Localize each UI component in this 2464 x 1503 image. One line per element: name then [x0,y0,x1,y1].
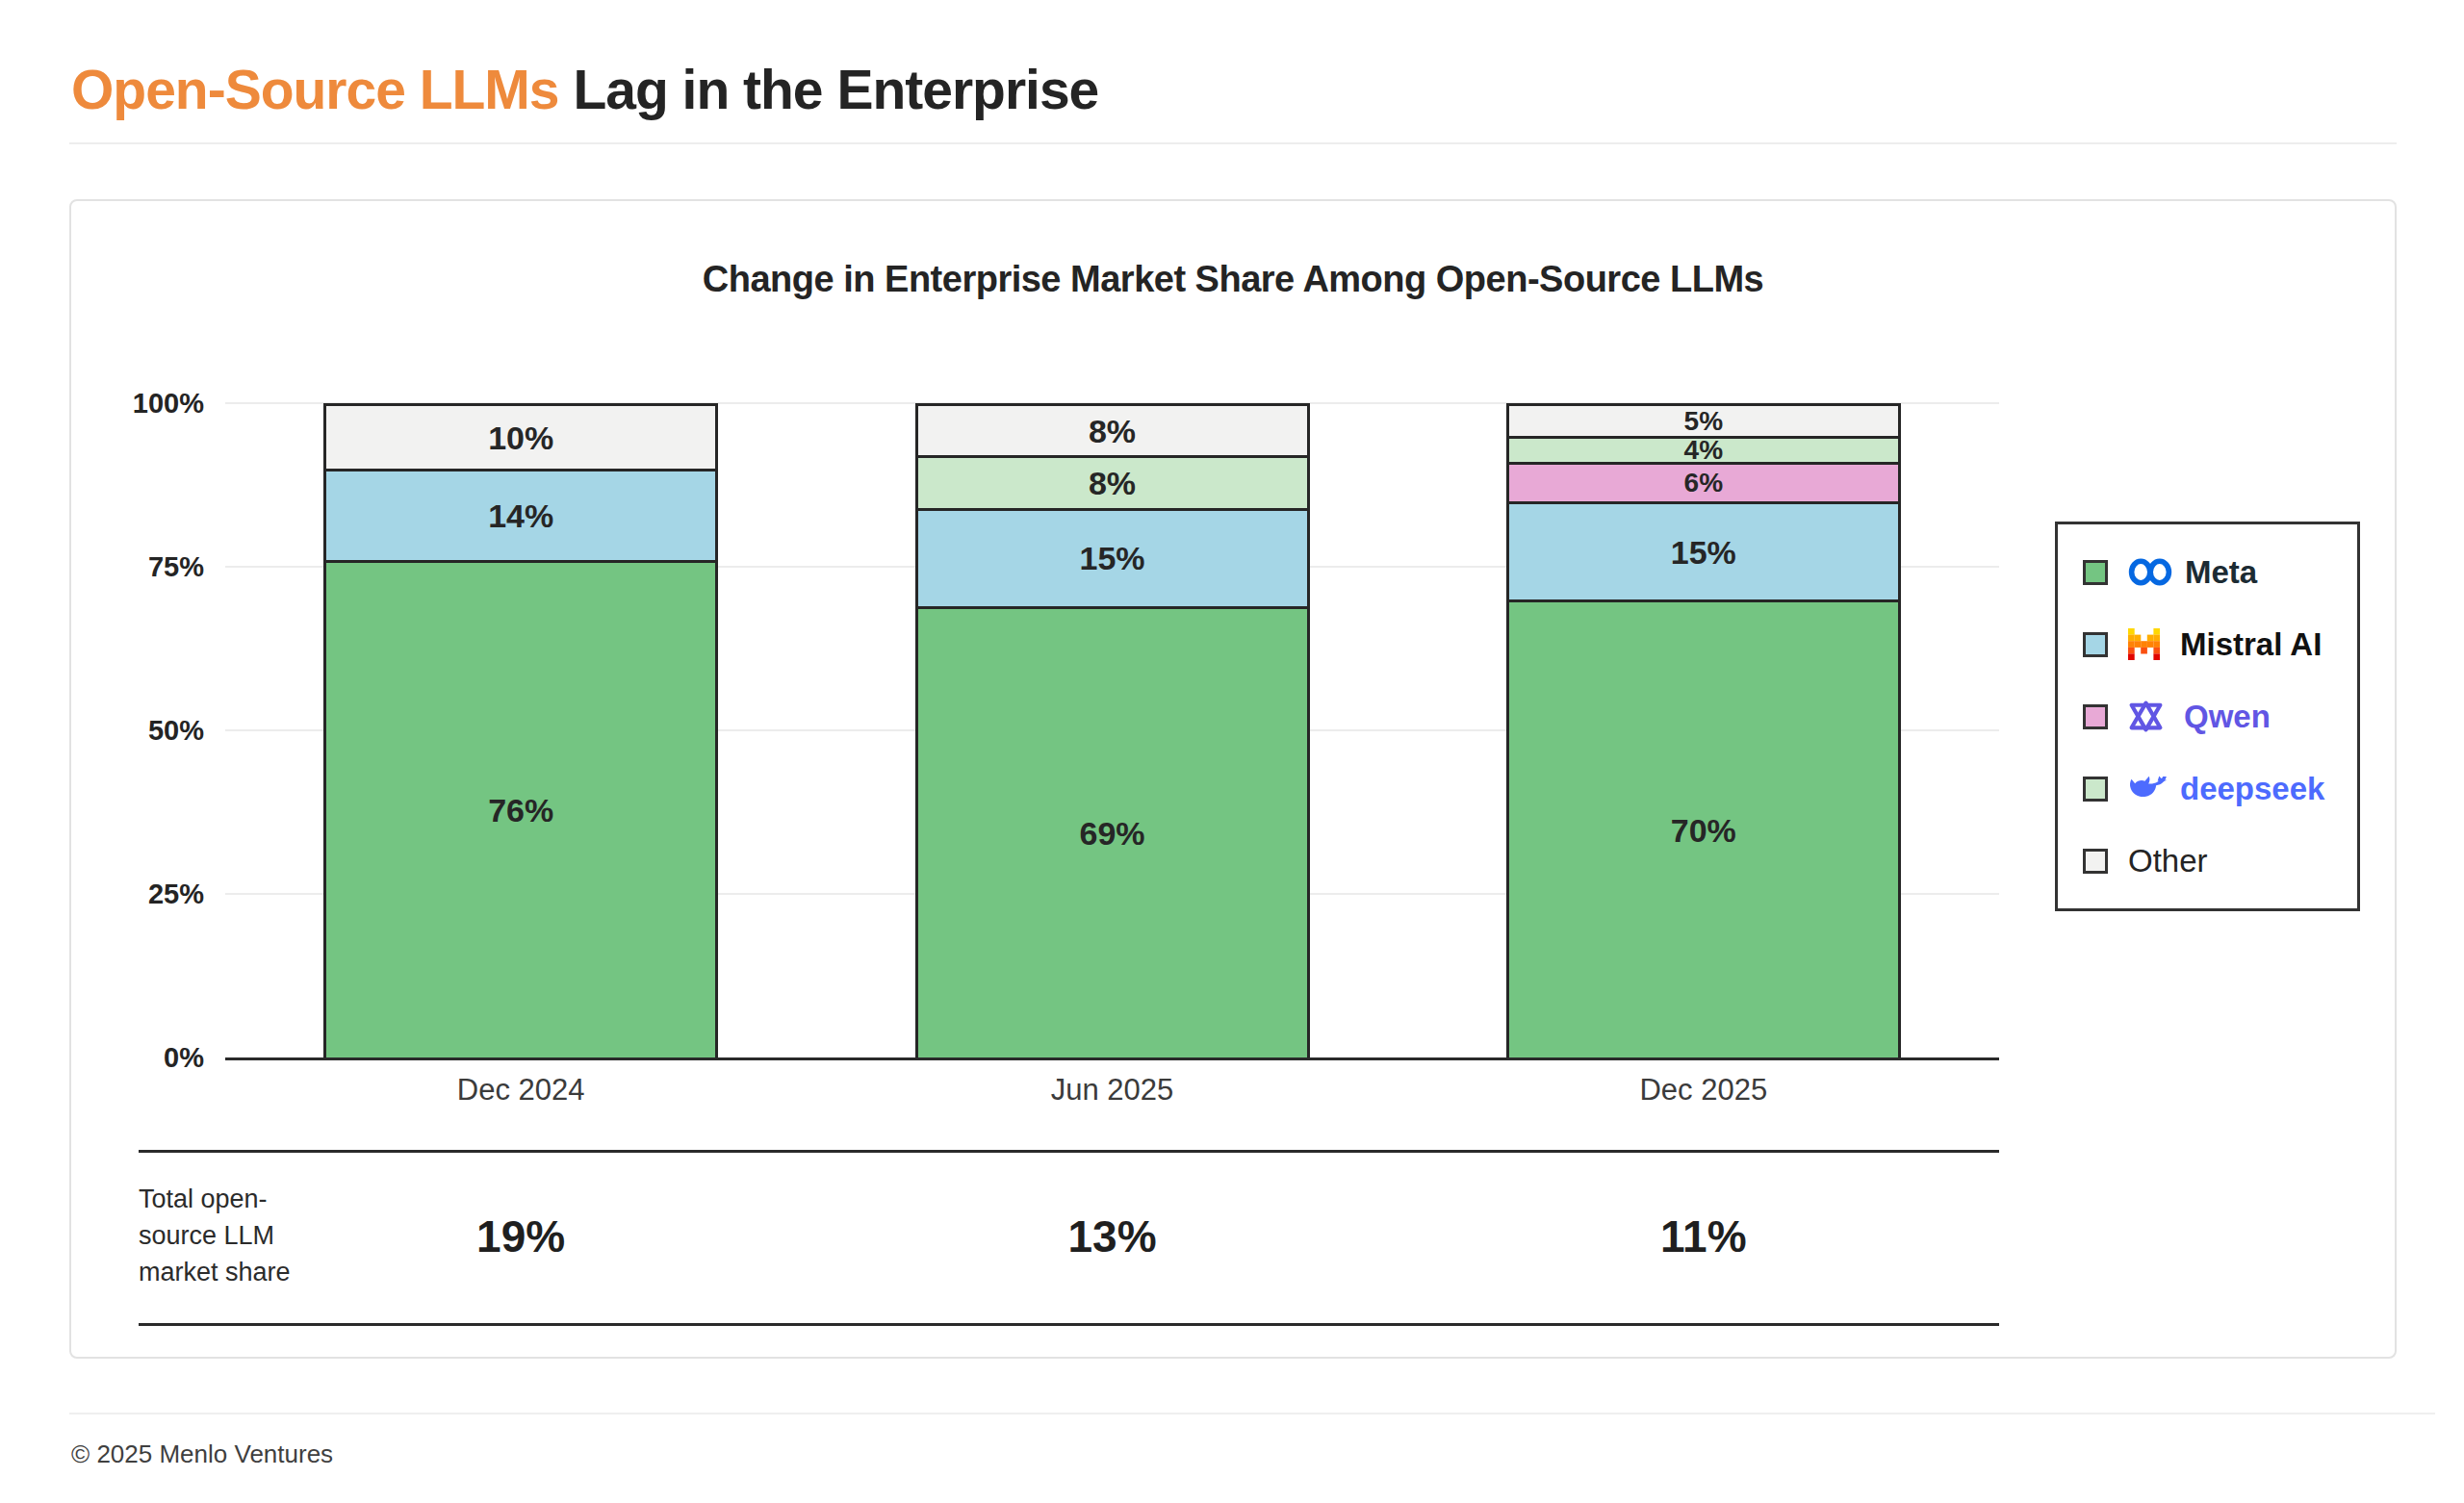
chart-title: Change in Enterprise Market Share Among … [71,259,2395,300]
segment-value-label: 5% [1684,408,1723,435]
segment-value-label: 14% [488,499,553,532]
total-share-value-dec-2025: 11% [1660,1210,1747,1262]
segment-value-label: 69% [1079,817,1144,850]
chart-legend: Meta Mistral AI Qwen deepseek Other [2055,522,2360,911]
x-axis-label-dec-2024: Dec 2024 [457,1073,585,1108]
page-title-rest: Lag in the Enterprise [559,59,1099,120]
bar-segment-meta-dec-2024: 76% [323,560,718,1057]
legend-label-qwen: Qwen [2184,699,2271,735]
legend-swatch-other [2083,849,2108,874]
bar-segment-qwen-dec-2025: 6% [1506,462,1901,501]
legend-label-deepseek: deepseek [2180,771,2324,807]
segment-value-label: 8% [1089,415,1136,447]
legend-label-meta: Meta [2185,554,2257,591]
bar-segment-mistral-ai-jun-2025: 15% [915,508,1310,606]
infographic-page: Open-Source LLMs Lag in the Enterprise C… [0,0,2464,1503]
segment-value-label: 15% [1079,542,1144,574]
bar-segment-other-dec-2025: 5% [1506,403,1901,436]
legend-item-qwen: Qwen [2058,680,2357,752]
qwen-star-icon [2128,699,2164,734]
totals-table-bottom-line [139,1323,1999,1326]
x-axis-label-jun-2025: Jun 2025 [1051,1073,1174,1108]
legend-item-meta: Meta [2058,536,2357,608]
segment-value-label: 10% [488,421,553,454]
bar-segment-deepseek-jun-2025: 8% [915,455,1310,507]
legend-swatch-qwen [2083,704,2108,729]
legend-item-deepseek: deepseek [2058,752,2357,825]
y-axis-tick-0%: 0% [79,1042,204,1074]
bar-segment-mistral-ai-dec-2024: 14% [323,469,718,560]
page-title-highlight: Open-Source LLMs [71,59,559,120]
bar-segment-other-jun-2025: 8% [915,403,1310,455]
bar-segment-meta-jun-2025: 69% [915,606,1310,1057]
y-axis-tick-25%: 25% [79,879,204,910]
copyright-text: © 2025 Menlo Ventures [71,1439,333,1469]
bar-segment-other-dec-2024: 10% [323,403,718,469]
header-divider [69,142,2397,144]
page-title: Open-Source LLMs Lag in the Enterprise [71,58,1098,121]
deepseek-whale-icon [2128,775,2168,802]
y-axis-tick-100%: 100% [79,388,204,420]
legend-swatch-mistral-ai [2083,632,2108,657]
y-axis-tick-75%: 75% [79,551,204,583]
bar-segment-deepseek-dec-2025: 4% [1506,436,1901,462]
totals-row-label: Total open-source LLM market share [139,1181,317,1290]
legend-item-other: Other [2058,825,2357,897]
segment-value-label: 4% [1684,437,1723,464]
footer-divider [69,1413,2435,1414]
mistral-pixel-m-icon [2128,628,2160,660]
meta-infinity-icon [2128,557,2172,587]
y-axis-tick-50%: 50% [79,715,204,747]
segment-value-label: 8% [1089,467,1136,499]
legend-item-mistral-ai: Mistral AI [2058,608,2357,680]
legend-swatch-meta [2083,560,2108,585]
segment-value-label: 6% [1684,470,1723,497]
total-share-value-dec-2024: 19% [476,1210,565,1262]
legend-label-mistral-ai: Mistral AI [2180,626,2322,663]
x-axis-line [225,1057,1999,1060]
total-share-value-jun-2025: 13% [1067,1210,1156,1262]
x-axis-label-dec-2025: Dec 2025 [1639,1073,1767,1108]
segment-value-label: 70% [1671,814,1736,847]
chart-card: Change in Enterprise Market Share Among … [69,199,2397,1359]
bar-segment-meta-dec-2025: 70% [1506,599,1901,1057]
segment-value-label: 15% [1671,536,1736,569]
legend-swatch-deepseek [2083,777,2108,802]
segment-value-label: 76% [488,794,553,827]
legend-label-other: Other [2128,843,2208,879]
bar-segment-mistral-ai-dec-2025: 15% [1506,501,1901,599]
totals-table-top-line [139,1150,1999,1153]
